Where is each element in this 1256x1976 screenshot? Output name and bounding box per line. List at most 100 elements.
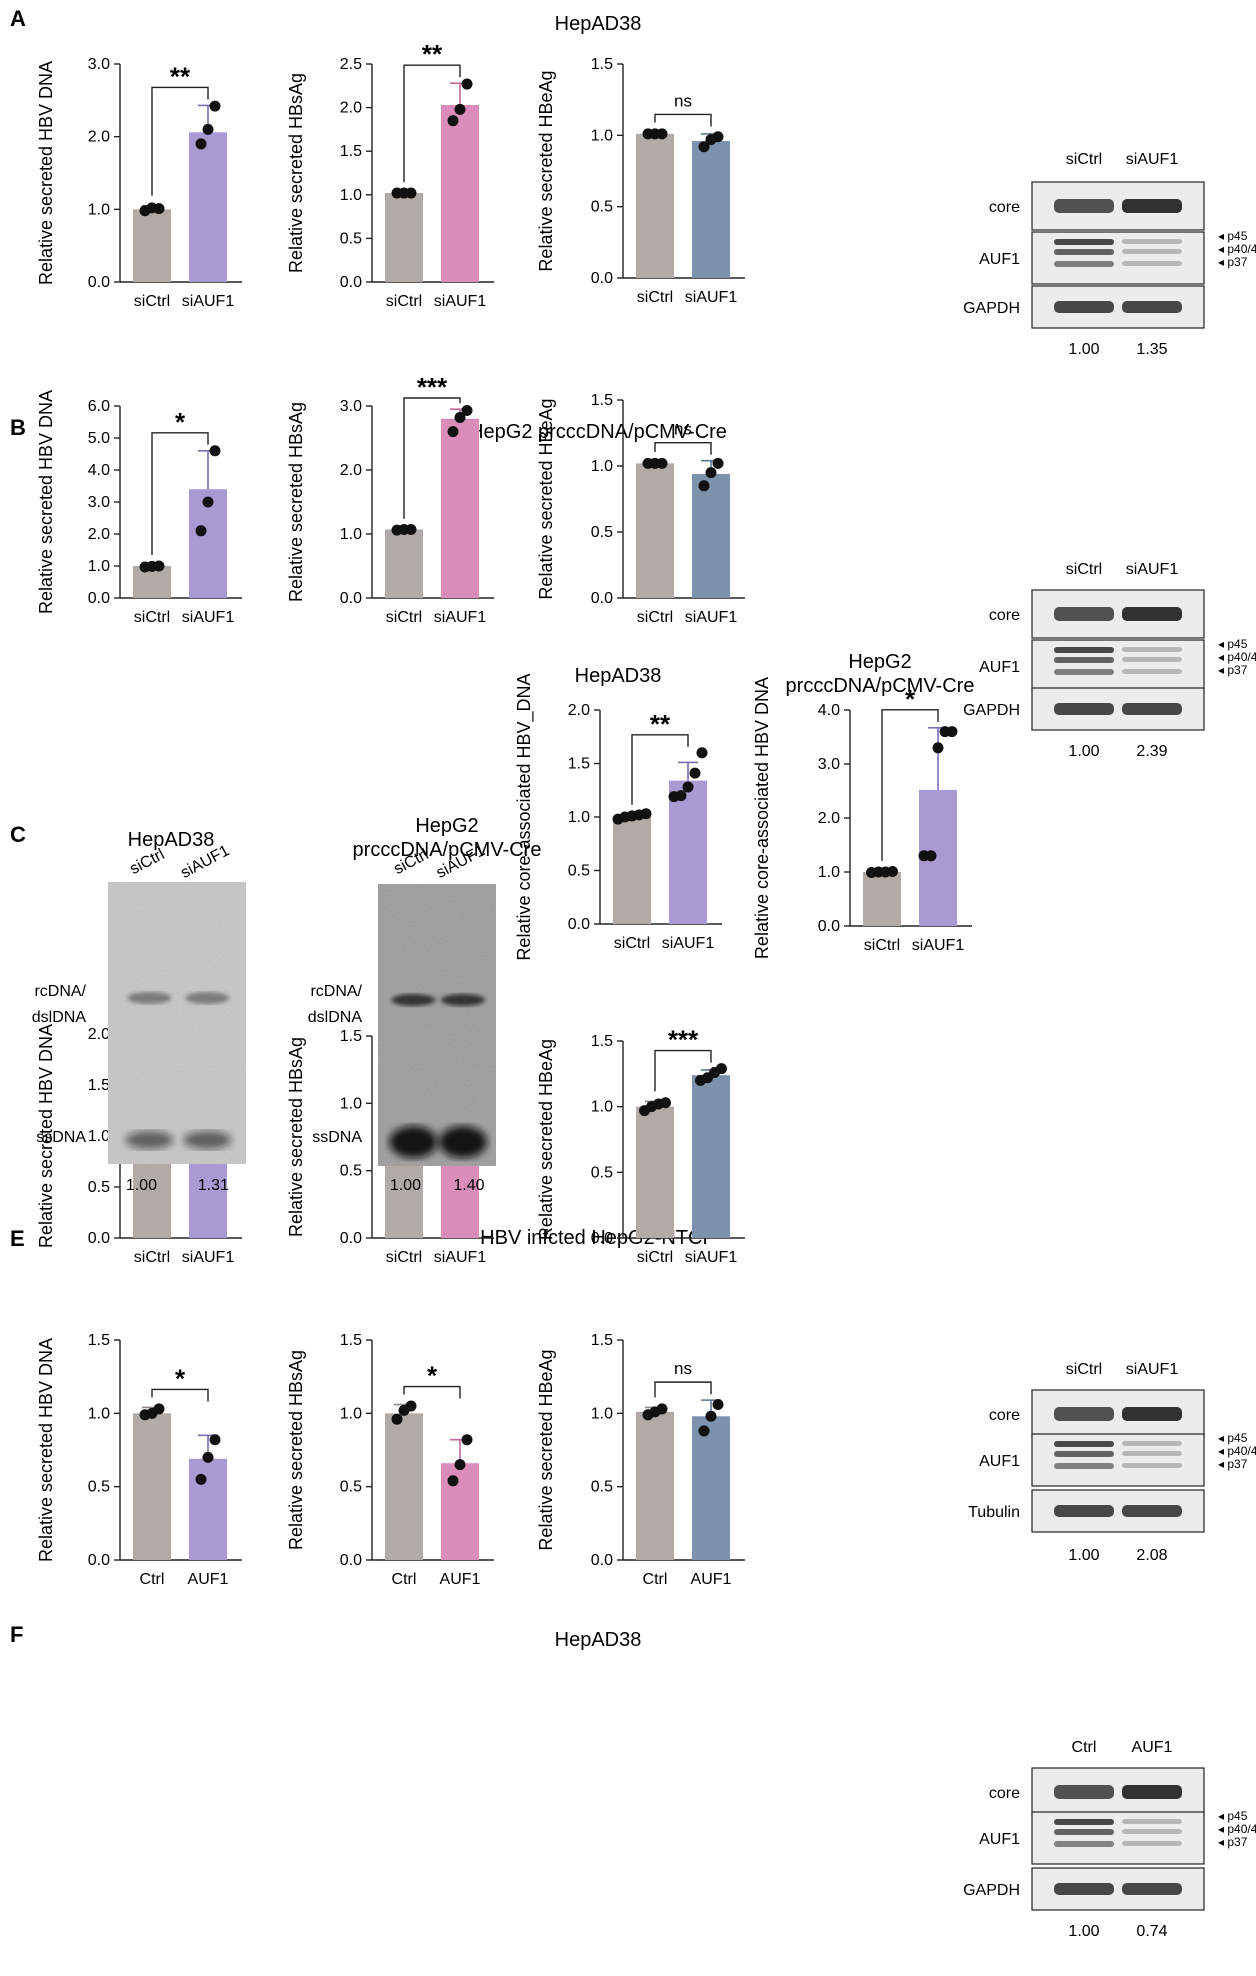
lane-label: Ctrl	[1072, 1739, 1097, 1756]
isoform-label: ◂ p40/42	[1218, 1444, 1256, 1458]
y-axis-label: Relative secreted HBeAg	[536, 1039, 556, 1240]
x-tick-label: siCtrl	[386, 609, 422, 626]
bar-siauf1	[441, 418, 479, 598]
band-label: ssDNA	[312, 1129, 362, 1146]
y-tick-label: 0.0	[340, 1230, 362, 1247]
x-tick-label: siAUF1	[685, 609, 738, 626]
band-label: AUF1	[979, 251, 1020, 268]
y-axis-label: Relative secreted HBeAg	[536, 70, 556, 271]
x-tick-label: AUF1	[691, 1571, 732, 1588]
band	[1122, 1505, 1182, 1517]
film-grain	[378, 884, 496, 1166]
panel-letter-c: C	[10, 822, 26, 847]
data-point	[698, 141, 710, 153]
ratio-label: 1.40	[453, 1177, 484, 1194]
bar-siauf1	[692, 141, 730, 278]
y-tick-label: 1.5	[591, 1332, 613, 1349]
y-tick-label: 0.0	[591, 590, 613, 607]
significance-bracket	[403, 64, 461, 183]
y-axis-label: Relative secreted HBsAg	[286, 73, 306, 273]
isoform-label: ◂ p40/42	[1218, 650, 1256, 664]
x-tick-label: siAUF1	[182, 1249, 235, 1266]
ratio-label: 2.08	[1136, 1547, 1167, 1564]
band	[1122, 301, 1182, 313]
band	[1122, 1819, 1182, 1824]
y-tick-label: 1.0	[591, 1099, 613, 1116]
lane-label: AUF1	[1132, 1739, 1173, 1756]
y-tick-label: 2.0	[340, 100, 362, 117]
band-label: AUF1	[979, 1453, 1020, 1470]
band	[1122, 1463, 1182, 1468]
isoform-label: ◂ p37	[1218, 663, 1248, 677]
blot-title: HepAD38	[128, 829, 215, 851]
bar-ctrl	[385, 1413, 423, 1560]
y-tick-label: 1.5	[340, 143, 362, 160]
significance-label: *	[175, 407, 186, 437]
band	[1122, 1441, 1182, 1446]
band	[1054, 1451, 1114, 1457]
significance-label: ***	[668, 1025, 699, 1055]
y-tick-label: 4.0	[88, 462, 110, 479]
x-tick-label: Ctrl	[392, 1571, 417, 1588]
bar-sictrl	[613, 817, 651, 924]
data-point	[202, 123, 214, 135]
data-point	[209, 100, 221, 112]
y-axis-label: Relative secreted HBV DNA	[36, 61, 56, 285]
bar-auf1	[189, 1458, 227, 1560]
x-tick-label: siAUF1	[434, 1249, 487, 1266]
y-tick-label: 1.5	[591, 56, 613, 73]
data-point	[195, 1473, 207, 1485]
y-tick-label: 2.0	[88, 1026, 110, 1043]
y-tick-label: 0.0	[591, 1230, 613, 1247]
x-tick-label: siAUF1	[912, 937, 965, 954]
band	[1122, 1451, 1182, 1456]
y-tick-label: 3.0	[818, 756, 840, 773]
band-label: AUF1	[979, 1831, 1020, 1848]
data-point	[454, 1459, 466, 1471]
significance-label: **	[650, 709, 671, 739]
data-point	[675, 790, 687, 802]
y-tick-label: 0.0	[88, 1230, 110, 1247]
data-point	[405, 187, 417, 199]
x-tick-label: siCtrl	[386, 293, 422, 310]
data-point	[461, 404, 473, 416]
band-label: Tubulin	[968, 1504, 1020, 1521]
isoform-label: ◂ p40/42	[1218, 1822, 1256, 1836]
isoform-label: ◂ p45	[1218, 1431, 1248, 1445]
significance-bracket	[881, 709, 939, 861]
band	[1122, 1883, 1182, 1895]
ratio-label: 1.00	[1068, 1923, 1099, 1940]
band-label: dslDNA	[308, 1009, 363, 1026]
band	[1122, 647, 1182, 652]
y-axis-label: Relative secreted HBV DNA	[36, 390, 56, 614]
chart-d2: 0.0 1.0 2.0 3.0 4.0 Relative core-associated …	[752, 651, 974, 959]
significance-bracket	[151, 432, 209, 556]
ratio-label: 1.00	[1068, 341, 1099, 358]
y-axis-label: Relative secreted HBeAg	[536, 398, 556, 599]
band-label: rcDNA/	[34, 983, 86, 1000]
data-point	[209, 445, 221, 457]
panel-f-title: HepAD38	[555, 1629, 642, 1651]
data-point	[202, 1451, 214, 1463]
band	[1054, 1463, 1114, 1469]
significance-bracket	[654, 1381, 712, 1398]
y-tick-label: 1.0	[340, 1405, 362, 1422]
x-tick-label: siAUF1	[434, 293, 487, 310]
band	[1122, 239, 1182, 244]
band	[1122, 669, 1182, 674]
band	[1054, 1819, 1114, 1825]
y-tick-label: 0.5	[591, 1164, 613, 1181]
ratio-label: 0.74	[1136, 1923, 1167, 1940]
y-tick-label: 3.0	[88, 494, 110, 511]
y-tick-label: 1.5	[568, 756, 590, 773]
bar-sictrl	[636, 463, 674, 598]
chart-b2: 0.0 1.0 2.0 3.0 Relative secreted HBsAg siCtr…	[286, 372, 494, 626]
significance-label: ns	[674, 91, 692, 110]
y-tick-label: 0.0	[88, 274, 110, 291]
bar-auf1	[692, 1416, 730, 1560]
band	[1054, 607, 1114, 621]
x-tick-label: siCtrl	[134, 609, 170, 626]
y-tick-label: 1.5	[340, 1332, 362, 1349]
